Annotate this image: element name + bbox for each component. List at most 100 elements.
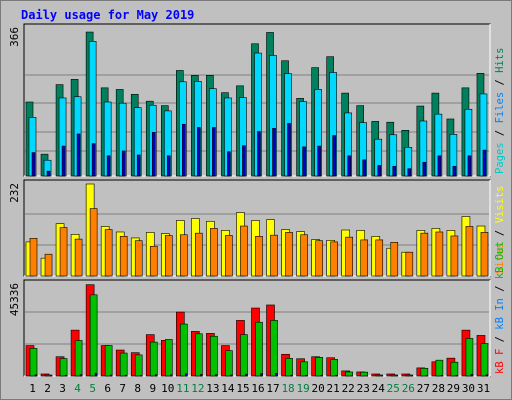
bar-kb-in xyxy=(154,374,158,377)
bar-kb-in xyxy=(455,375,459,377)
x-tick-label: 19 xyxy=(296,382,309,395)
bar-pages xyxy=(437,155,442,177)
bar-sites xyxy=(480,232,489,277)
bar-sites xyxy=(119,236,128,277)
bar-sites xyxy=(300,234,308,277)
chart-title: Daily usage for May 2019 xyxy=(21,8,195,22)
x-tick-label: 12 xyxy=(191,382,204,395)
legend-top: Pages / Files / Hits xyxy=(494,48,506,174)
x-tick-label: 26 xyxy=(402,382,415,395)
bar-pages xyxy=(332,135,336,177)
x-tick-label: 6 xyxy=(104,382,111,395)
x-tick-label: 10 xyxy=(161,382,174,395)
legend-entry: / xyxy=(494,223,506,242)
bar-kb-in xyxy=(230,374,233,377)
x-tick-label: 14 xyxy=(221,382,235,395)
bar-sites xyxy=(390,241,399,277)
bar-sites xyxy=(104,229,113,277)
bar-kb-out xyxy=(29,348,38,377)
bar-pages xyxy=(452,165,457,177)
bar-kb-out xyxy=(420,367,429,377)
bar-pages xyxy=(302,146,306,177)
legend-entry: Sites xyxy=(494,242,506,274)
legend-middle: Sites / Visits xyxy=(494,185,506,274)
bar-kb-in xyxy=(485,374,489,377)
x-tick-label: 21 xyxy=(327,382,340,395)
bar-kb-out xyxy=(270,320,278,377)
bar-sites xyxy=(375,239,384,277)
bar-pages xyxy=(136,154,141,177)
bar-kb-out xyxy=(255,321,263,377)
x-tick-label: 29 xyxy=(447,382,460,395)
bar-kb-out xyxy=(195,333,203,377)
bar-pages xyxy=(272,127,276,177)
x-tick-label: 27 xyxy=(417,382,430,395)
bar-pages xyxy=(377,165,382,177)
bar-pages xyxy=(76,133,81,177)
bar-sites xyxy=(315,240,323,277)
bar-sites xyxy=(164,235,173,277)
bar-sites xyxy=(134,240,143,277)
bar-kb-out xyxy=(330,359,338,377)
bar-kb-in xyxy=(470,374,474,377)
bar-sites xyxy=(225,235,233,277)
bar-sites xyxy=(405,251,414,277)
x-tick-label: 15 xyxy=(236,382,249,395)
x-tick-label: 31 xyxy=(477,382,490,395)
ymax-label-bottom: 45336 xyxy=(8,283,21,316)
bar-kb-out xyxy=(225,350,233,377)
bar-pages xyxy=(166,155,171,177)
bar-pages xyxy=(422,161,427,177)
bar-kb-out xyxy=(59,358,68,377)
x-tick-label: 9 xyxy=(149,382,156,395)
bar-pages xyxy=(287,123,291,177)
bar-sites xyxy=(345,236,353,277)
x-tick-label: 13 xyxy=(206,382,219,395)
bar-pages xyxy=(242,145,246,177)
bar-sites xyxy=(285,232,293,277)
bar-kb-out xyxy=(465,338,474,377)
bar-kb-in xyxy=(185,373,188,377)
x-tick-label: 30 xyxy=(462,382,475,395)
bar-kb-out xyxy=(480,343,489,377)
bar-kb-in xyxy=(79,374,83,377)
bar-pages xyxy=(257,131,261,177)
bar-sites xyxy=(180,234,188,277)
bar-kb-in xyxy=(124,374,128,377)
bar-pages xyxy=(197,127,201,177)
bar-sites xyxy=(420,232,429,277)
x-tick-label: 2 xyxy=(44,382,51,395)
bar-sites xyxy=(210,228,218,277)
bar-kb-in xyxy=(94,372,98,377)
bar-pages xyxy=(347,155,351,177)
bar-kb-in xyxy=(440,375,444,377)
bar-pages xyxy=(212,127,216,177)
x-tick-label: 3 xyxy=(59,382,66,395)
bar-kb-out xyxy=(375,374,384,377)
legend-entry: Hits xyxy=(494,48,506,73)
bar-kb-out xyxy=(405,374,414,377)
bar-kb-in xyxy=(169,374,173,377)
x-tick-label: 25 xyxy=(387,382,400,395)
legend-entry: / xyxy=(494,330,506,349)
bar-kb-out xyxy=(345,371,353,377)
bar-kb-out xyxy=(360,371,369,377)
bar-kb-out xyxy=(134,354,143,377)
bar-sites xyxy=(465,226,474,277)
bar-pages xyxy=(482,149,487,177)
bar-kb-out xyxy=(89,294,98,377)
x-tick-label: 18 xyxy=(281,382,294,395)
bar-sites xyxy=(59,227,68,277)
legend-entry: / xyxy=(494,73,506,92)
bar-sites xyxy=(330,241,338,277)
bar-kb-in xyxy=(139,375,143,377)
bar-pages xyxy=(467,155,472,177)
bar-pages xyxy=(121,150,126,177)
bar-kb-in xyxy=(245,373,248,377)
legend-entry: / xyxy=(494,123,506,142)
bar-sites xyxy=(270,234,278,277)
bar-kb-in xyxy=(335,375,338,377)
legend-entry: kB In xyxy=(494,298,506,330)
ymax-label-top: 366 xyxy=(8,27,21,47)
